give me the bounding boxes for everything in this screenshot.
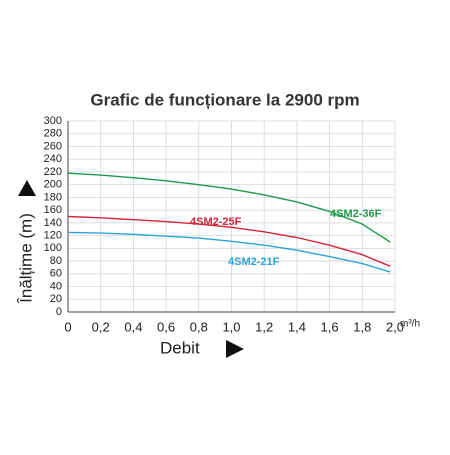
series-line: [67, 231, 391, 273]
y-tick-label: 220: [44, 166, 62, 178]
y-tick-label: 80: [50, 255, 62, 267]
x-tick-label: 0: [64, 319, 71, 334]
x-tick-label: 2,0: [386, 319, 404, 334]
x-tick-label: 0,6: [157, 319, 175, 334]
y-tick-label: 40: [50, 280, 62, 292]
x-tick-label: 1,2: [255, 319, 273, 334]
x-tick-label: 0,4: [124, 319, 142, 334]
y-tick-label: 180: [44, 191, 62, 203]
y-tick-label: 200: [44, 179, 62, 191]
y-tick-label: 140: [44, 217, 62, 229]
y-tick-label: 100: [44, 242, 62, 254]
y-tick-label: 260: [44, 140, 62, 152]
series-label: 4SM2-25F: [190, 216, 242, 228]
x-unit: m³/h: [400, 319, 420, 330]
y-tick-label: 20: [50, 293, 62, 305]
x-arrow: [226, 340, 244, 358]
x-tick-label: 0,8: [190, 319, 208, 334]
y-tick-label: 280: [44, 128, 62, 140]
series-label: 4SM2-21F: [228, 256, 280, 268]
y-tick-label: 240: [44, 153, 62, 165]
x-tick-label: 0,2: [92, 319, 110, 334]
x-tick-label: 1,6: [321, 319, 339, 334]
x-tick-label: 1,8: [353, 319, 371, 334]
x-tick-label: 1,0: [222, 319, 240, 334]
y-tick-label: 160: [44, 204, 62, 216]
y-axis-label: Înălțime (m): [16, 213, 35, 304]
series-line: [67, 172, 391, 243]
y-tick-label: 60: [50, 268, 62, 280]
y-tick-label: 300: [44, 115, 62, 127]
x-axis-label: Debit: [160, 338, 200, 357]
series-label: 4SM2-36F: [330, 208, 382, 220]
y-tick-label: 0: [56, 306, 62, 318]
y-arrow: [18, 180, 36, 196]
chart-title: Grafic de funcționare la 2900 rpm: [90, 90, 359, 109]
y-tick-label: 120: [44, 230, 62, 242]
x-tick-label: 1,4: [288, 319, 306, 334]
series-line: [67, 215, 391, 267]
